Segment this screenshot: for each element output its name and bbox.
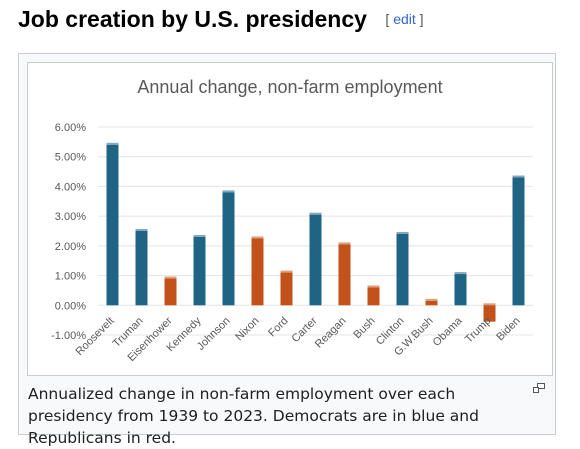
x-tick-label: Nixon — [233, 315, 261, 343]
enlarge-icon[interactable] — [533, 383, 545, 393]
bar-cap — [106, 142, 119, 145]
y-tick-label: 2.00% — [55, 241, 86, 253]
bar-cap — [280, 270, 293, 273]
bar-cap — [425, 298, 438, 301]
section-heading: Job creation by U.S. presidency [ edit ] — [18, 6, 424, 40]
bar — [164, 278, 177, 306]
y-tick-label: 3.00% — [55, 211, 86, 223]
chart-figure[interactable]: -1.00% 0.00% 1.00% 2.00% 3.00% 4.00% 5.00% 6.00… — [27, 62, 553, 376]
bar-cap — [309, 212, 322, 215]
edit-section: [ edit ] — [385, 11, 423, 27]
bar — [193, 236, 206, 306]
bar — [338, 244, 351, 306]
bar — [425, 300, 438, 306]
bar — [222, 192, 235, 306]
bar-cap — [193, 234, 206, 237]
bar — [454, 274, 467, 306]
bar-cap — [483, 303, 496, 306]
bar-cap — [512, 175, 525, 178]
bar — [512, 177, 525, 306]
bar — [309, 214, 322, 306]
bar-cap — [251, 236, 264, 239]
x-tick-label: Reagan — [313, 315, 349, 351]
figure-caption: Annualized change in non-farm employment… — [28, 385, 479, 447]
x-tick-label: Trump — [463, 315, 494, 346]
section-title: Job creation by U.S. presidency — [18, 6, 367, 32]
bar — [251, 238, 264, 306]
bar-chart: -1.00% 0.00% 1.00% 2.00% 3.00% 4.00% 5.00% 6.00… — [51, 77, 533, 364]
bar — [135, 231, 148, 306]
bar-cap — [454, 272, 467, 275]
chart-title: Annual change, non-farm employment — [137, 77, 442, 97]
x-tick-label: Biden — [494, 315, 522, 343]
y-tick-label: 4.00% — [55, 181, 86, 193]
bar — [367, 287, 380, 306]
bar-cap — [396, 231, 409, 234]
edit-bracket-open: [ — [385, 11, 394, 27]
bar — [483, 305, 496, 322]
bar-cap — [135, 229, 148, 231]
y-tick-label: -1.00% — [51, 330, 86, 342]
bar — [280, 272, 293, 306]
edit-link[interactable]: edit — [393, 11, 416, 27]
x-tick-label: Obama — [431, 314, 466, 349]
bar-cap — [164, 276, 177, 279]
y-tick-label: 1.00% — [55, 271, 86, 283]
y-tick-label: 6.00% — [55, 122, 86, 134]
y-tick-label: 5.00% — [55, 152, 86, 164]
x-tick-label: Ford — [266, 315, 290, 339]
y-tick-label: 0.00% — [55, 300, 86, 312]
bar — [396, 233, 409, 306]
bar-cap — [367, 285, 380, 288]
x-tick-label: Bush — [351, 315, 377, 341]
bar-cap — [222, 190, 235, 193]
edit-bracket-close: ] — [415, 11, 424, 27]
bar-cap — [338, 242, 351, 245]
bar — [106, 144, 119, 306]
